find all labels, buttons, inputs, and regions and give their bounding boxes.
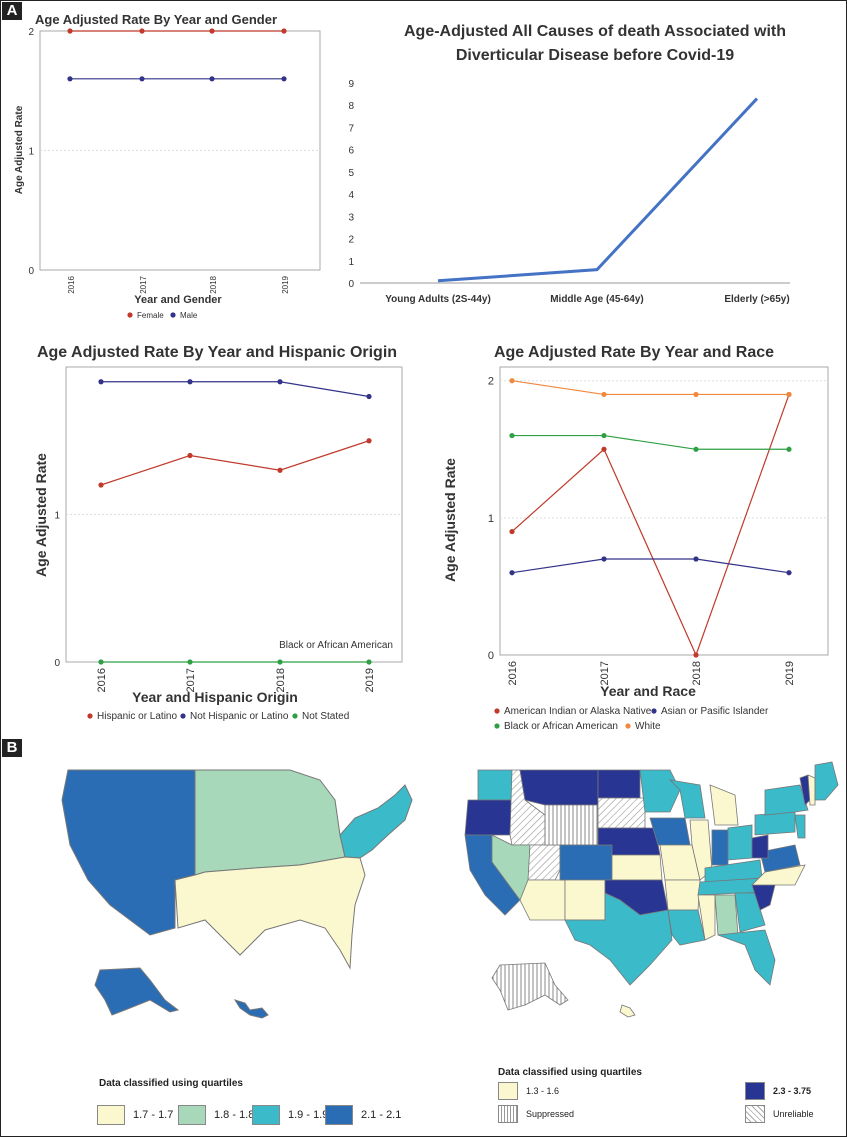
right-legend-item-4: Unreliable [745,1105,814,1123]
left-legend-item-2: 1.8 - 1.8 [178,1105,254,1125]
right-legend-label-3: Suppressed [526,1109,575,1119]
left-legend-label-3: 1.9 - 1.9 [288,1109,329,1121]
left-legend-swatch-1 [97,1105,125,1125]
left-legend-item-3: 1.9 - 1.9 [252,1105,328,1125]
left-legend-label-4: 2.1 - 2.1 [361,1109,402,1121]
right-legend-swatch-2 [745,1082,765,1100]
right-legend-label-4: Unreliable [773,1109,814,1119]
right-legend-item-1: 1.3 - 1.6 [498,1082,559,1100]
left-map-legend-title: Data classified using quartiles [99,1078,243,1089]
left-legend-item-1: 1.7 - 1.7 [97,1105,173,1125]
panel-label-a: A [2,2,22,20]
panel-label-b: B [2,739,22,757]
right-legend-swatch-4 [745,1105,765,1123]
right-map-legend-title: Data classified using quartiles [498,1067,642,1078]
right-legend-item-2: 2.3 - 3.75 [745,1082,811,1100]
right-legend-label-1: 1.3 - 1.6 [526,1086,560,1096]
left-legend-swatch-2 [178,1105,206,1125]
left-legend-item-4: 2.1 - 2.1 [325,1105,401,1125]
left-legend-label-2: 1.8 - 1.8 [214,1109,255,1121]
left-legend-label-1: 1.7 - 1.7 [133,1109,174,1121]
left-legend-swatch-4 [325,1105,353,1125]
right-legend-label-2: 2.3 - 3.75 [773,1086,812,1096]
right-legend-swatch-3 [498,1105,518,1123]
left-legend-swatch-3 [252,1105,280,1125]
right-legend-item-3: Suppressed [498,1105,574,1123]
right-legend-swatch-1 [498,1082,518,1100]
